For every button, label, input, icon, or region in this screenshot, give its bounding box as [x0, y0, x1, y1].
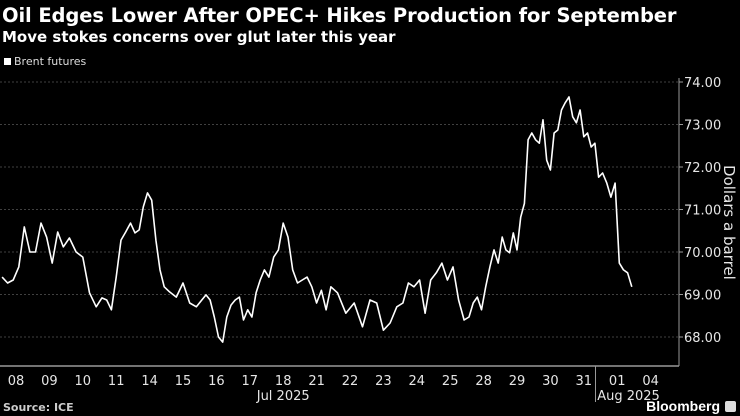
- y-axis-label: Dollars a barrel: [720, 165, 738, 280]
- x-tick-label: 31: [576, 374, 593, 389]
- y-tick-label: 73.00: [684, 119, 721, 134]
- x-tick-label: 21: [308, 374, 325, 389]
- x-tick-label: 18: [275, 374, 292, 389]
- x-tick-label: 10: [75, 374, 92, 389]
- x-tick-label: 30: [542, 374, 559, 389]
- x-tick-label: 22: [342, 374, 359, 389]
- y-tick-label: 69.00: [684, 289, 721, 304]
- x-tick-label: 23: [375, 374, 392, 389]
- x-tick-label: 25: [442, 374, 459, 389]
- x-tick-label: 04: [642, 374, 659, 389]
- x-tick-label: 17: [242, 374, 259, 389]
- y-tick-label: 72.00: [684, 161, 721, 176]
- x-tick-label: 14: [141, 374, 158, 389]
- x-month-label: Jul 2025: [256, 389, 310, 404]
- legend-swatch: [4, 58, 11, 65]
- legend: Brent futures: [4, 55, 86, 68]
- x-tick-label: 11: [108, 374, 125, 389]
- series-line-brent-futures: [1, 96, 633, 343]
- source-note: Source: ICE: [3, 401, 74, 414]
- x-month-label: Aug 2025: [597, 389, 660, 404]
- x-tick-label: 09: [41, 374, 58, 389]
- x-tick-label: 28: [475, 374, 492, 389]
- y-tick-label: 70.00: [684, 246, 721, 261]
- y-tick-label: 68.00: [684, 331, 721, 346]
- x-tick-label: 24: [409, 374, 426, 389]
- chart-title: Oil Edges Lower After OPEC+ Hikes Produc…: [2, 4, 677, 27]
- x-tick-label: 08: [8, 374, 25, 389]
- x-tick-label: 29: [509, 374, 526, 389]
- x-tick-label: 16: [208, 374, 225, 389]
- bloomberg-chart-icon: [725, 401, 736, 412]
- y-tick-label: 71.00: [684, 204, 721, 219]
- y-tick-label: 74.00: [684, 76, 721, 91]
- x-tick-label: 01: [609, 374, 626, 389]
- legend-label: Brent futures: [14, 55, 87, 68]
- bloomberg-logo: Bloomberg: [646, 398, 720, 414]
- chart-subtitle: Move stokes concerns over glut later thi…: [2, 28, 396, 46]
- x-tick-label: 15: [175, 374, 192, 389]
